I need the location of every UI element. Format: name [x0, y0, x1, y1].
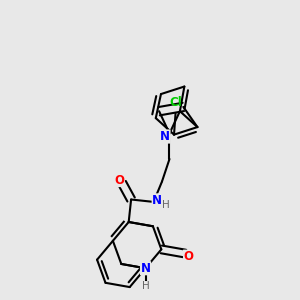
Text: H: H [142, 281, 149, 291]
Text: N: N [160, 130, 170, 143]
Text: O: O [114, 173, 124, 187]
Text: H: H [162, 200, 170, 210]
Text: O: O [184, 250, 194, 263]
Text: N: N [140, 262, 151, 275]
Text: N: N [152, 194, 162, 207]
Text: Cl: Cl [169, 96, 182, 109]
